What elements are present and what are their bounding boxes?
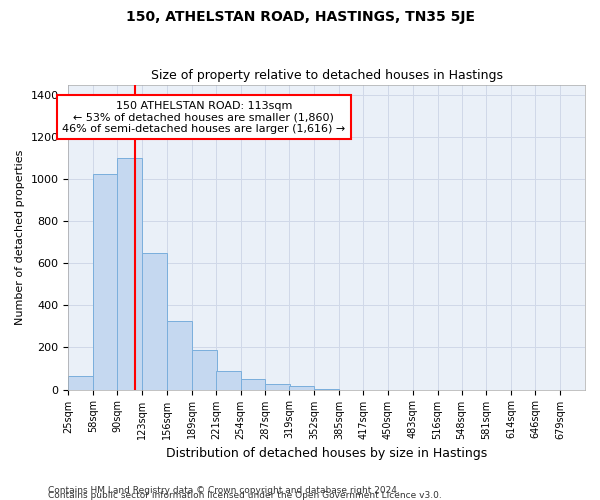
Y-axis label: Number of detached properties: Number of detached properties [15, 150, 25, 325]
Bar [289, 386, 314, 390]
Bar [314, 388, 339, 390]
Text: 150 ATHELSTAN ROAD: 113sqm
← 53% of detached houses are smaller (1,860)
46% of s: 150 ATHELSTAN ROAD: 113sqm ← 53% of deta… [62, 100, 346, 134]
Text: Contains HM Land Registry data © Crown copyright and database right 2024.: Contains HM Land Registry data © Crown c… [48, 486, 400, 495]
Bar [68, 376, 93, 390]
Bar [167, 321, 192, 390]
Title: Size of property relative to detached houses in Hastings: Size of property relative to detached ho… [151, 69, 503, 82]
Bar [93, 174, 118, 390]
Bar [216, 370, 241, 390]
Bar [192, 350, 217, 390]
Bar [142, 253, 167, 390]
Bar [241, 380, 265, 390]
Text: Contains public sector information licensed under the Open Government Licence v3: Contains public sector information licen… [48, 491, 442, 500]
Bar [265, 384, 290, 390]
X-axis label: Distribution of detached houses by size in Hastings: Distribution of detached houses by size … [166, 447, 487, 460]
Bar [117, 158, 142, 390]
Text: 150, ATHELSTAN ROAD, HASTINGS, TN35 5JE: 150, ATHELSTAN ROAD, HASTINGS, TN35 5JE [125, 10, 475, 24]
